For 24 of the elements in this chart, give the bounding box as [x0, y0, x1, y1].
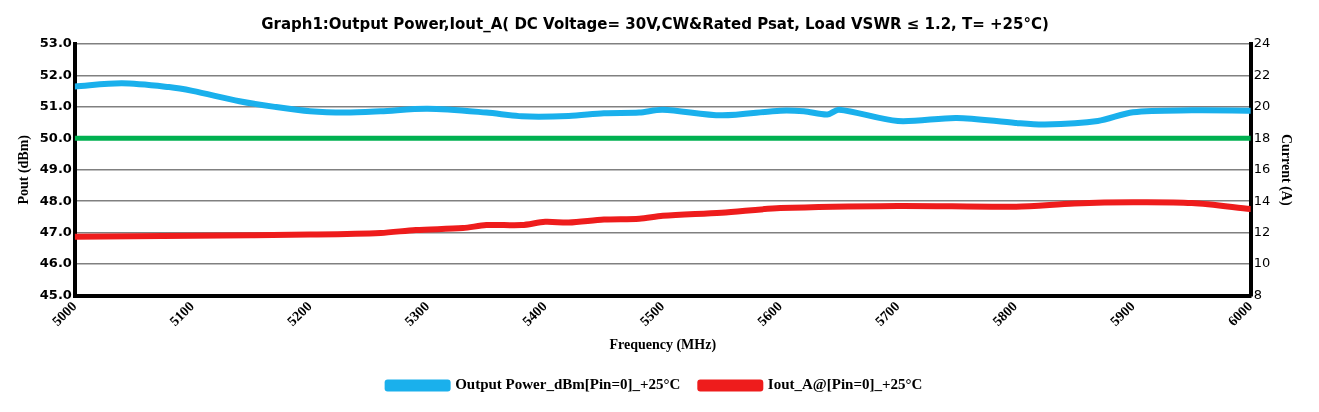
y-tick-label: 45.0 [39, 286, 72, 302]
y2-tick-label: 12 [1253, 224, 1271, 240]
y2-tick-label: 20 [1253, 98, 1271, 114]
y-tick-label: 50.0 [39, 129, 72, 145]
y-tick-label: 51.0 [39, 98, 72, 114]
y2-tick-label: 16 [1253, 161, 1271, 177]
y2-axis-title: Current (A) [1277, 133, 1294, 206]
y-tick-label: 47.0 [39, 224, 72, 240]
y-tick-label: 53.0 [39, 35, 72, 51]
legend-label: Output Power_dBm[Pin=0]_+25°C [455, 376, 681, 393]
y-tick-label: 49.0 [39, 161, 72, 177]
y2-tick-label: 8 [1253, 286, 1262, 302]
y2-tick-label: 22 [1253, 66, 1271, 82]
y-tick-label: 46.0 [39, 255, 72, 271]
x-axis-title: Frequency (MHz) [609, 337, 717, 354]
y-axis-title: Pout (dBm) [16, 134, 33, 205]
y2-tick-label: 18 [1253, 129, 1271, 145]
y2-tick-label: 14 [1253, 192, 1271, 208]
y2-tick-label: 24 [1253, 35, 1271, 51]
y2-tick-label: 10 [1253, 255, 1271, 271]
y-tick-label: 48.0 [39, 192, 72, 208]
y-tick-label: 52.0 [39, 66, 72, 82]
legend-label: Iout_A@[Pin=0]_+25°C [767, 376, 923, 393]
chart-title: Graph1:Output Power,Iout_A( DC Voltage= 30V,CW&Rated Psat, Load VSWR ≤ 1.2, T= +25°C) [261, 14, 1049, 33]
